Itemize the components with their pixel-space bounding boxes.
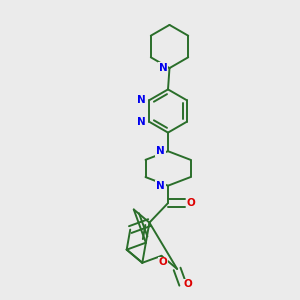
Text: N: N: [156, 146, 165, 156]
Text: N: N: [137, 117, 146, 127]
Text: N: N: [158, 63, 167, 73]
Text: N: N: [156, 181, 165, 191]
Text: O: O: [159, 257, 167, 267]
Text: N: N: [137, 95, 146, 105]
Text: O: O: [184, 279, 193, 290]
Text: O: O: [186, 198, 195, 208]
